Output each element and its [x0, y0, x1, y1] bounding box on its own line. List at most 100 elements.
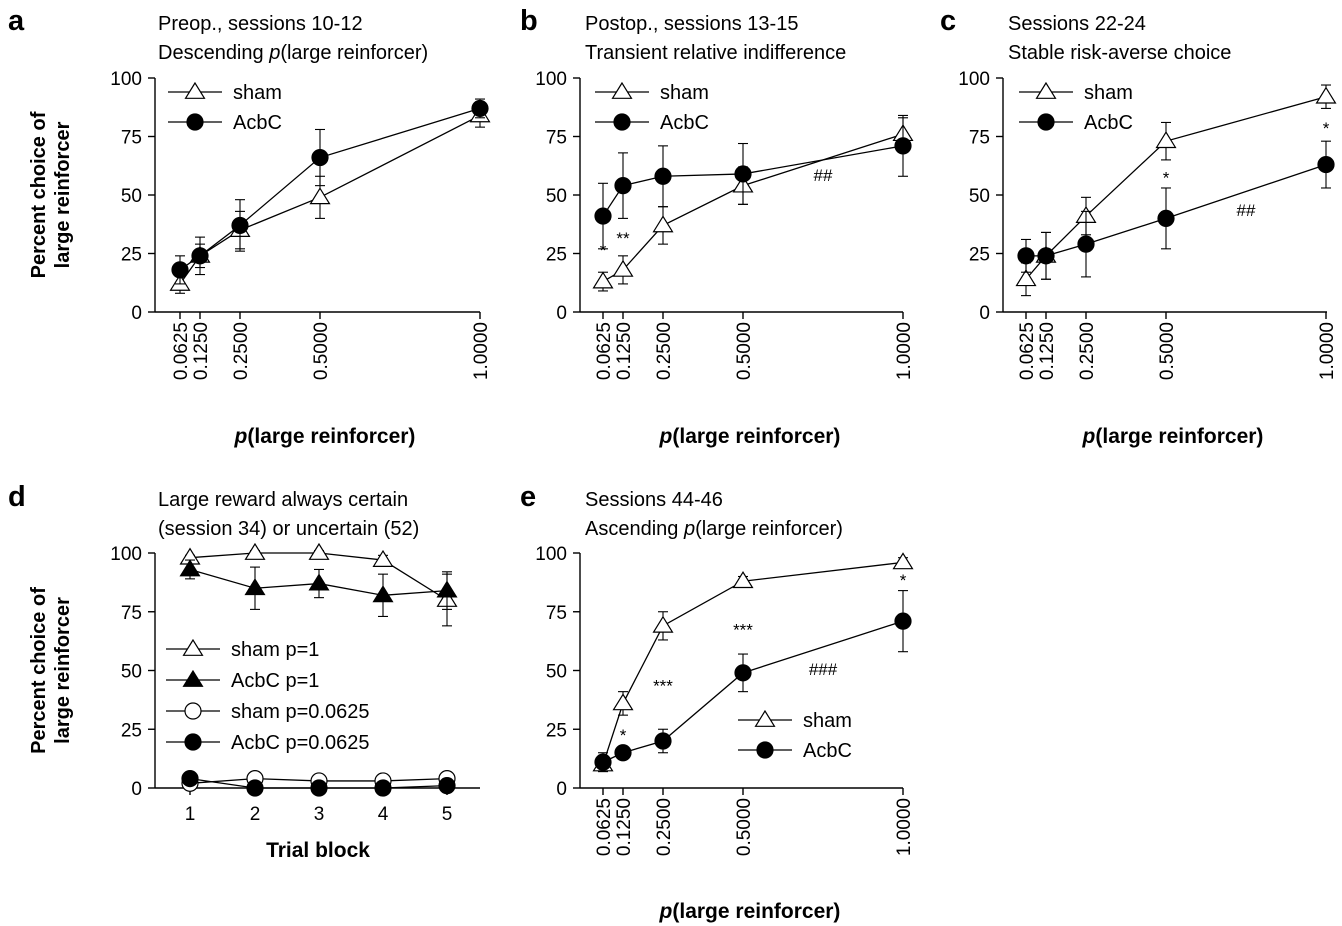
- x-tick-label: 2: [250, 804, 261, 825]
- x-axis-label: p(large reinforcer): [659, 425, 841, 448]
- data-point: [311, 148, 329, 167]
- x-tick-label: 0.0625: [1017, 322, 1038, 380]
- panel-letter: d: [8, 481, 26, 513]
- data-point: [732, 571, 754, 589]
- panel-title-line2: Ascending p(large reinforcer): [585, 518, 843, 540]
- data-point: [372, 549, 394, 567]
- data-point: [308, 542, 330, 560]
- significance-annotation: ###: [809, 660, 838, 679]
- data-point: [614, 177, 632, 195]
- y-tick-label: 0: [979, 303, 990, 324]
- data-point: [471, 99, 489, 118]
- panel-title-line2: Descending p(large reinforcer): [158, 42, 428, 64]
- series-sham: [592, 552, 914, 773]
- y-tick-label: 25: [546, 720, 567, 741]
- x-tick-label: 0.1250: [614, 798, 635, 856]
- data-point: [1315, 86, 1337, 104]
- legend-label: sham p=0.0625: [231, 701, 369, 723]
- x-tick-label: 0.0625: [594, 322, 615, 380]
- data-point: [308, 573, 330, 591]
- data-point: [374, 779, 392, 797]
- title-span: (large reinforcer): [695, 518, 843, 540]
- significance-annotation: ##: [814, 166, 833, 185]
- series-AcbC-p-1: [179, 559, 458, 618]
- x-tick-label: 0.5000: [734, 798, 755, 856]
- data-point: [894, 137, 912, 155]
- y-tick-label: 75: [121, 603, 142, 624]
- legend-label: AcbC p=1: [231, 670, 319, 692]
- data-point: [246, 779, 264, 797]
- legend: sham AcbC: [738, 709, 852, 762]
- x-axis-label: p(large reinforcer): [234, 425, 416, 448]
- legend-marker: [754, 709, 776, 727]
- data-point: [1317, 155, 1335, 174]
- panel-d: d Large reward always certain (session 34)…: [8, 481, 480, 862]
- data-point: [594, 207, 612, 225]
- y-tick-label: 50: [546, 662, 567, 683]
- data-point: [309, 187, 331, 205]
- series-line: [602, 133, 904, 283]
- legend: sham AcbC: [595, 81, 709, 134]
- data-point: [592, 271, 614, 289]
- series-line: [602, 561, 904, 765]
- x-axis-label-rest: (large reinforcer): [672, 425, 840, 448]
- data-point: [171, 261, 189, 279]
- data-point: [734, 165, 752, 183]
- panel-title-line1: Large reward always certain: [158, 489, 408, 511]
- x-tick-label: 1.0000: [1317, 322, 1338, 380]
- series-AcbC: [594, 114, 912, 250]
- legend-marker: [182, 669, 204, 687]
- x-tick-label: 1: [185, 804, 196, 825]
- panel-title-line1: Sessions 44-46: [585, 489, 723, 511]
- data-point: [1155, 131, 1177, 149]
- x-tick-label: 0.1250: [1037, 322, 1058, 380]
- panel-title-line1: Preop., sessions 10-12: [158, 13, 363, 35]
- legend-marker: [182, 638, 204, 656]
- panel-letter: e: [520, 481, 536, 513]
- x-tick-label: 1.0000: [894, 798, 915, 856]
- data-point: [652, 215, 674, 233]
- legend-label: AcbC: [233, 112, 282, 134]
- data-point: [654, 732, 672, 750]
- significance-annotation: *: [1323, 119, 1330, 138]
- series-line: [602, 145, 904, 217]
- panel-title-line2: Stable risk-averse choice: [1008, 42, 1231, 64]
- data-point: [594, 753, 612, 771]
- legend-label: AcbC: [1084, 112, 1133, 134]
- panel-b: b Postop., sessions 13-15 Transient relati…: [520, 5, 915, 448]
- y-tick-label: 50: [121, 186, 142, 207]
- data-point: [244, 578, 266, 596]
- x-tick-label: 0.0625: [594, 798, 615, 856]
- legend-marker: [1035, 81, 1057, 99]
- legend: sham AcbC: [1019, 81, 1133, 134]
- x-axis-label-italic: p: [659, 425, 673, 448]
- panel-letter: b: [520, 5, 538, 37]
- y-axis-label-line1: Percent choice of: [28, 111, 50, 278]
- y-tick-label: 75: [546, 128, 567, 149]
- y-tick-label: 50: [969, 186, 990, 207]
- x-tick-label: 0.1250: [191, 322, 212, 380]
- data-point: [892, 552, 914, 570]
- series-line: [1025, 96, 1327, 280]
- x-tick-label: 0.5000: [1157, 322, 1178, 380]
- y-tick-label: 0: [556, 303, 567, 324]
- x-tick-label: 1.0000: [471, 322, 492, 380]
- title-span: Ascending: [585, 518, 684, 540]
- panel-letter: c: [940, 5, 956, 37]
- y-tick-label: 100: [535, 544, 567, 565]
- panel-e: e Sessions 44-46 Ascending p(large reinfor…: [520, 481, 915, 923]
- data-point: [310, 779, 328, 797]
- data-point: [894, 612, 912, 630]
- data-point: [612, 693, 634, 711]
- legend-marker: [1037, 113, 1055, 131]
- y-tick-label: 100: [535, 69, 567, 90]
- series-line: [179, 114, 481, 285]
- x-axis-label: p(large reinforcer): [1082, 425, 1264, 448]
- x-tick-label: 4: [378, 804, 389, 825]
- y-tick-label: 25: [121, 720, 142, 741]
- data-point: [436, 580, 458, 598]
- data-point: [372, 585, 394, 603]
- y-tick-label: 25: [121, 245, 142, 266]
- legend-label: sham: [803, 710, 852, 732]
